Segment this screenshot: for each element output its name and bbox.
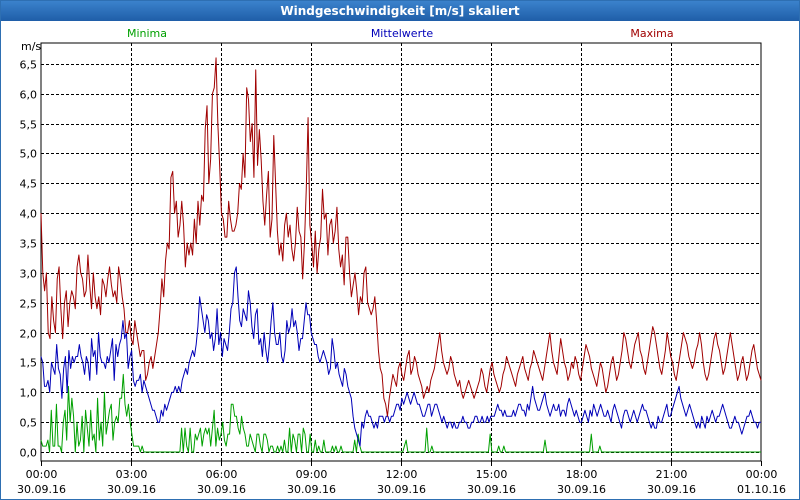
x-tick-time: 00:00 [746,468,778,481]
y-tick-label: 4,5 [20,178,38,191]
legend-mittelwerte: Mittelwerte [371,27,434,40]
x-tick-date: 30.09.16 [17,483,66,496]
x-tick-date: 30.09.16 [557,483,606,496]
x-tick-date: 30.09.16 [467,483,516,496]
y-tick-label: 5,5 [20,119,38,132]
y-tick-label: 4,0 [20,208,38,221]
series-line-mittelwerte [40,266,761,447]
x-tick-time: 09:00 [296,468,328,481]
x-tick-time: 12:00 [386,468,418,481]
series-layer [40,57,762,453]
x-tick-time: 03:00 [116,468,148,481]
y-tick-label: 0,5 [20,417,38,430]
x-tick-date: 30.09.16 [287,483,336,496]
wind-speed-chart: 0,0 0,5 1,0 1,5 2,0 2,5 3,0 3,5 4,0 4,5 5,0 5,5 6,0 6… [17,27,786,497]
series-line-minima [40,373,761,453]
x-tick-date: 01.10.16 [737,483,786,496]
y-tick-label: 2,5 [20,298,38,311]
x-tick-date: 30.09.16 [377,483,426,496]
grid-layer [40,42,762,462]
y-tick-label: 1,5 [20,357,38,370]
y-tick-label: 3,0 [20,268,38,281]
x-tick-date: 30.09.16 [107,483,156,496]
x-tick-time: 18:00 [566,468,598,481]
window-title: Windgeschwindigkeit [m/s] skaliert [1,1,799,21]
legend-maxima: Maxima [630,27,673,40]
x-tick-time: 15:00 [476,468,508,481]
x-tick-time: 00:00 [26,468,58,481]
y-tick-label: 6,0 [20,89,38,102]
series-line-maxima [40,57,762,417]
x-tick-date: 30.09.16 [197,483,246,496]
y-tick-label: 2,0 [20,328,38,341]
y-tick-label: 1,0 [20,387,38,400]
y-tick-label: 6,5 [20,59,38,72]
y-tick-label: 5,0 [20,148,38,161]
x-tick-time: 06:00 [206,468,238,481]
legend-minima: Minima [127,27,167,40]
y-tick-label: 0,0 [20,447,38,460]
y-axis-label: m/s [21,40,41,53]
x-tick-time: 21:00 [656,468,688,481]
x-tick-date: 30.09.16 [647,483,696,496]
axis-layer: 0,0 0,5 1,0 1,5 2,0 2,5 3,0 3,5 4,0 4,5 5,0 5,5 6,0 6… [17,59,786,497]
y-tick-label: 3,5 [20,238,38,251]
